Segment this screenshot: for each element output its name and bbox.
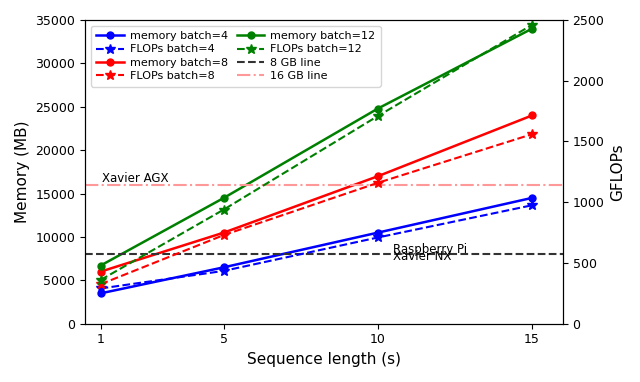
memory batch=12 [97,263,104,268]
Line: memory batch=12: memory batch=12 [97,25,536,269]
Text: Raspberry Pi: Raspberry Pi [394,243,467,256]
Legend: memory batch=4, FLOPs batch=4, memory batch=8, FLOPs batch=8, memory batch=12, F: memory batch=4, FLOPs batch=4, memory ba… [91,26,381,87]
FLOPs batch=4 [97,286,104,291]
Line: FLOPs batch=12: FLOPs batch=12 [96,20,537,285]
FLOPs batch=8 [528,132,536,136]
Line: FLOPs batch=4: FLOPs batch=4 [96,201,537,293]
FLOPs batch=8 [97,282,104,286]
Y-axis label: Memory (MB): Memory (MB) [15,121,30,223]
FLOPs batch=4 [374,235,382,240]
memory batch=12 [374,106,382,111]
Line: memory batch=4: memory batch=4 [97,194,536,297]
memory batch=8 [374,174,382,178]
memory batch=12 [220,196,228,200]
X-axis label: Sequence length (s): Sequence length (s) [247,352,401,367]
Line: FLOPs batch=8: FLOPs batch=8 [96,129,537,289]
Line: memory batch=8: memory batch=8 [97,112,536,275]
memory batch=4 [374,230,382,235]
Text: Xavier AGX: Xavier AGX [102,172,168,185]
8 GB line [97,252,104,257]
FLOPs batch=12 [374,114,382,118]
8 GB line [66,252,74,257]
memory batch=8 [220,230,228,235]
FLOPs batch=12 [97,278,104,282]
FLOPs batch=12 [220,207,228,212]
FLOPs batch=4 [220,269,228,273]
memory batch=4 [528,196,536,200]
FLOPs batch=12 [528,23,536,27]
memory batch=12 [528,26,536,31]
memory batch=4 [97,291,104,296]
memory batch=8 [97,269,104,274]
FLOPs batch=8 [220,233,228,237]
16 GB line [97,183,104,187]
Y-axis label: GFLOPs: GFLOPs [610,143,625,201]
16 GB line [66,183,74,187]
FLOPs batch=4 [528,203,536,207]
Text: Xavier NX: Xavier NX [394,250,452,263]
FLOPs batch=8 [374,181,382,185]
memory batch=8 [528,113,536,118]
memory batch=4 [220,265,228,270]
